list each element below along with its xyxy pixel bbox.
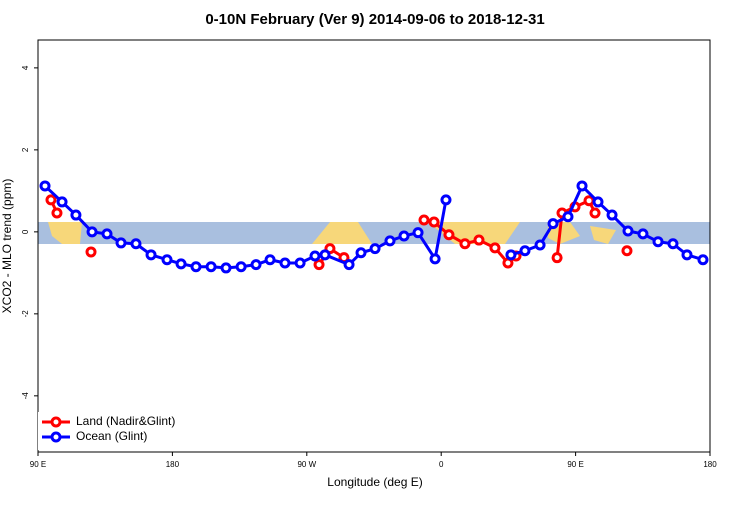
data-point — [39, 180, 51, 192]
data-point — [85, 246, 97, 258]
data-point — [343, 259, 355, 271]
data-point — [592, 196, 604, 208]
data-point — [622, 225, 634, 237]
data-point — [235, 261, 247, 273]
legend — [38, 412, 188, 450]
land-shape — [590, 226, 616, 244]
data-point — [309, 250, 321, 262]
data-point — [294, 257, 306, 269]
chart-title: 0-10N February (Ver 9) 2014-09-06 to 201… — [205, 11, 544, 28]
y-tick-label: 2 — [21, 147, 30, 152]
data-point — [505, 249, 517, 261]
data-point — [313, 259, 325, 271]
x-tick-label: 0 — [439, 460, 444, 469]
data-point — [190, 261, 202, 273]
y-tick-label: -4 — [21, 392, 30, 400]
data-point — [652, 236, 664, 248]
data-point — [250, 259, 262, 271]
data-point — [534, 239, 546, 251]
data-point — [220, 262, 232, 274]
data-point — [355, 247, 367, 259]
y-tick-label: -2 — [21, 310, 30, 318]
data-point — [205, 261, 217, 273]
y-tick-label: 0 — [21, 229, 30, 234]
x-axis-label: Longitude (deg E) — [327, 475, 422, 489]
data-point — [101, 228, 113, 240]
x-tick-label: 90 E — [30, 460, 46, 469]
legend-marker — [50, 416, 62, 428]
data-point — [115, 237, 127, 249]
data-point — [175, 258, 187, 270]
data-point — [443, 229, 455, 241]
x-tick-label: 90 W — [297, 460, 316, 469]
data-point — [459, 238, 471, 250]
data-point — [576, 180, 588, 192]
data-point — [489, 242, 501, 254]
data-point — [519, 245, 531, 257]
data-point — [70, 209, 82, 221]
data-point — [681, 249, 693, 261]
data-point — [161, 254, 173, 266]
data-point — [547, 218, 559, 230]
data-point — [637, 228, 649, 240]
data-point — [384, 235, 396, 247]
ocean-band — [38, 222, 710, 244]
data-point — [319, 249, 331, 261]
data-point — [667, 238, 679, 250]
data-point — [56, 196, 68, 208]
data-point — [697, 254, 709, 266]
y-tick-label: 4 — [21, 65, 30, 70]
plot-frame — [37, 39, 711, 453]
data-point — [428, 216, 440, 228]
y-axis-label: XCO2 - MLO trend (ppm) — [0, 179, 14, 314]
land-shape — [312, 222, 372, 244]
legend-label: Ocean (Glint) — [76, 429, 147, 443]
x-tick-label: 180 — [166, 460, 180, 469]
data-point — [45, 194, 57, 206]
data-point — [130, 238, 142, 250]
data-point — [418, 214, 430, 226]
data-point — [589, 207, 601, 219]
data-point — [583, 195, 595, 207]
data-point — [562, 211, 574, 223]
data-point — [429, 253, 441, 265]
data-point — [473, 234, 485, 246]
data-point — [279, 257, 291, 269]
data-point — [86, 226, 98, 238]
data-point — [398, 230, 410, 242]
data-point — [551, 252, 563, 264]
data-point — [621, 245, 633, 257]
legend-label: Land (Nadir&Glint) — [76, 414, 175, 428]
data-point — [369, 243, 381, 255]
legend-marker — [50, 431, 62, 443]
x-tick-label: 180 — [703, 460, 717, 469]
data-point — [412, 227, 424, 239]
data-point — [606, 209, 618, 221]
data-point — [145, 249, 157, 261]
data-point — [264, 254, 276, 266]
data-point — [440, 194, 452, 206]
x-tick-label: 90 E — [567, 460, 583, 469]
land-shape — [48, 222, 82, 244]
data-point — [51, 207, 63, 219]
